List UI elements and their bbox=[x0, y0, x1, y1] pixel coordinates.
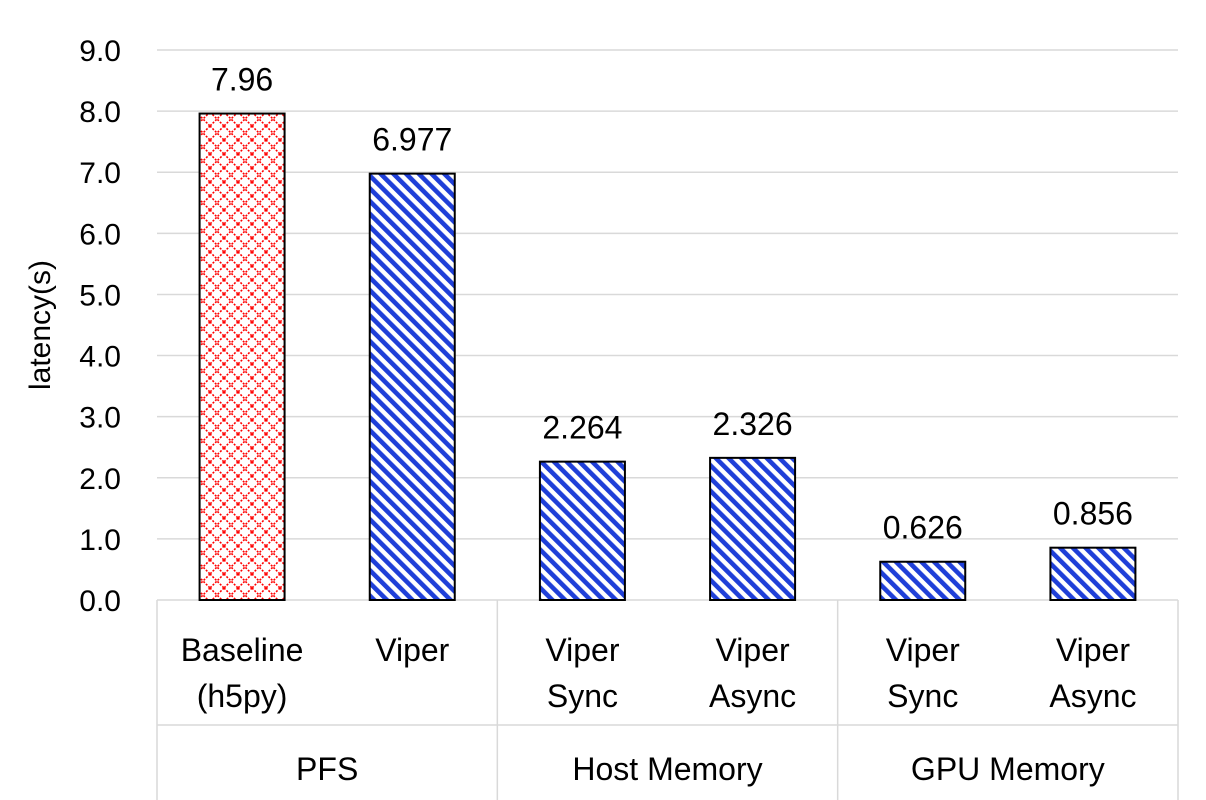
x-tick-label: Viper bbox=[375, 632, 449, 668]
x-tick-label: Viper bbox=[886, 632, 960, 668]
y-tick-label: 4.0 bbox=[79, 341, 121, 374]
data-label: 7.96 bbox=[211, 62, 273, 98]
labels: 0.0 1.0 2.0 3.0 4.0 5.0 6.0 7.0 8.0 9.0 7.96 Baseli… bbox=[79, 35, 1136, 787]
x-tick-label: Sync bbox=[887, 678, 958, 714]
data-label: 0.626 bbox=[883, 510, 963, 546]
category-separators bbox=[156, 600, 1179, 800]
bars bbox=[198, 112, 1137, 602]
x-tick-label: Async bbox=[1049, 678, 1136, 714]
y-tick-label: 6.0 bbox=[79, 218, 121, 251]
data-label: 6.977 bbox=[372, 122, 452, 158]
data-label: 2.264 bbox=[542, 410, 622, 446]
y-tick-label: 1.0 bbox=[79, 524, 121, 557]
y-tick-label: 3.0 bbox=[79, 402, 121, 435]
y-tick-label: 7.0 bbox=[79, 157, 121, 190]
y-tick-label: 0.0 bbox=[79, 585, 121, 618]
y-tick-label: 9.0 bbox=[79, 35, 121, 68]
y-tick-label: 8.0 bbox=[79, 96, 121, 129]
y-tick-label: 2.0 bbox=[79, 463, 121, 496]
bar bbox=[198, 112, 286, 602]
group-label: Host Memory bbox=[572, 751, 762, 787]
bar bbox=[879, 560, 967, 601]
y-tick-label: 5.0 bbox=[79, 279, 121, 312]
bar bbox=[1049, 546, 1137, 602]
y-axis-title: latency(s) bbox=[24, 260, 57, 390]
bar bbox=[368, 172, 456, 601]
data-label: 2.326 bbox=[713, 406, 793, 442]
gridlines bbox=[157, 49, 1178, 601]
group-label: PFS bbox=[296, 751, 358, 787]
data-label: 0.856 bbox=[1053, 496, 1133, 532]
x-tick-label: Async bbox=[709, 678, 796, 714]
x-tick-label: (h5py) bbox=[197, 678, 288, 714]
x-tick-label: Viper bbox=[545, 632, 619, 668]
bar bbox=[538, 460, 626, 601]
x-tick-label: Viper bbox=[1056, 632, 1130, 668]
x-tick-label: Sync bbox=[547, 678, 618, 714]
x-tick-label: Baseline bbox=[181, 632, 304, 668]
x-tick-label: Viper bbox=[716, 632, 790, 668]
group-label: GPU Memory bbox=[911, 751, 1105, 787]
bar bbox=[709, 456, 797, 601]
